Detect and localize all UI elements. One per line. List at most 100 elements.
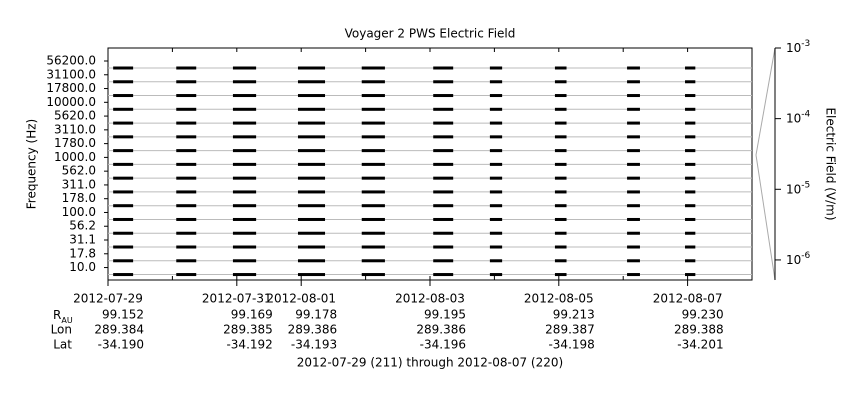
trace-segment [361, 66, 385, 70]
ephemeris-value: 289.386 [416, 323, 466, 337]
trace-segment [489, 121, 503, 125]
trace-segment [176, 94, 197, 98]
trace-segment [627, 231, 640, 235]
ephemeris-label-text: R [53, 308, 61, 322]
ephemeris-label: Lon [51, 323, 72, 337]
trace-segment [297, 259, 326, 263]
trace-segment [685, 121, 696, 125]
trace-segment [297, 217, 326, 221]
ephemeris-value: 289.385 [223, 323, 273, 337]
trace-segment [685, 190, 696, 194]
y-tick-label: 100.0 [62, 205, 96, 219]
ephemeris-value: 99.178 [295, 308, 337, 322]
trace-segment [685, 217, 696, 221]
ephemeris-value: 99.152 [102, 308, 144, 322]
trace-segment [297, 162, 326, 166]
scale-connector [755, 47, 776, 156]
trace-segment [361, 204, 385, 208]
trace-segment [176, 245, 197, 249]
y2-tick-base: 10 [786, 41, 801, 55]
trace-segment [554, 135, 567, 139]
trace-segment [433, 66, 454, 70]
y2-tick-base: 10 [786, 252, 801, 266]
trace-segment [433, 162, 454, 166]
trace-segment [685, 162, 696, 166]
trace-segment [685, 273, 696, 277]
trace-segment [113, 94, 134, 98]
trace-segment [433, 107, 454, 111]
trace-segment [554, 204, 567, 208]
trace-segment [113, 149, 134, 153]
trace-segment [554, 190, 567, 194]
y-tick-label: 1000.0 [54, 150, 96, 164]
y-tick-label: 56200.0 [46, 54, 96, 68]
trace-segment [685, 107, 696, 111]
trace-segment [297, 149, 326, 153]
trace-segment [361, 135, 385, 139]
scale-connector [755, 154, 776, 281]
trace-segment [685, 94, 696, 98]
trace-segment [232, 231, 257, 235]
trace-segment [176, 273, 197, 277]
trace-segment [627, 80, 640, 84]
trace-segment [627, 217, 640, 221]
trace-segment [361, 107, 385, 111]
trace-segment [627, 273, 640, 277]
trace-segment [554, 66, 567, 70]
trace-segment [361, 245, 385, 249]
trace-segment [113, 121, 134, 125]
trace-segment [176, 80, 197, 84]
trace-segment [627, 204, 640, 208]
trace-segment [113, 190, 134, 194]
trace-segment [232, 162, 257, 166]
trace-segment [176, 204, 197, 208]
trace-segment [489, 204, 503, 208]
trace-segment [685, 149, 696, 153]
ephemeris-value: -34.201 [677, 338, 723, 352]
trace-segment [297, 190, 326, 194]
trace-segment [627, 245, 640, 249]
trace-segment [361, 217, 385, 221]
trace-segment [685, 245, 696, 249]
ephemeris-label: Lat [53, 338, 72, 352]
trace-segment [627, 94, 640, 98]
trace-segment [232, 273, 257, 277]
trace-segment [176, 231, 197, 235]
trace-segment [361, 273, 385, 277]
x-tick-label: 2012-07-31 [202, 292, 272, 306]
ephemeris-value: 99.195 [424, 308, 466, 322]
trace-segment [297, 94, 326, 98]
trace-segment [113, 135, 134, 139]
trace-segment [297, 66, 326, 70]
trace-segment [361, 190, 385, 194]
trace-segment [361, 231, 385, 235]
ephemeris-value: -34.192 [226, 338, 272, 352]
ephemeris-label-sub: AU [61, 316, 72, 325]
trace-segment [433, 121, 454, 125]
trace-segment [232, 107, 257, 111]
ephemeris-value: 289.384 [94, 323, 144, 337]
trace-segment [489, 231, 503, 235]
ephemeris-value: -34.193 [291, 338, 337, 352]
trace-segment [297, 204, 326, 208]
trace-segment [113, 107, 134, 111]
trace-segment [554, 231, 567, 235]
chart-title: Voyager 2 PWS Electric Field [345, 27, 516, 41]
trace-segment [489, 149, 503, 153]
trace-segment [433, 245, 454, 249]
x-tick-label: 2012-08-07 [653, 292, 723, 306]
trace-segment [489, 259, 503, 263]
trace-segment [627, 190, 640, 194]
y2-tick-label: 10-4 [786, 109, 811, 125]
trace-segment [554, 176, 567, 180]
y-tick-label: 31.1 [69, 233, 96, 247]
trace-segment [433, 135, 454, 139]
trace-segment [489, 80, 503, 84]
trace-segment [232, 121, 257, 125]
ephemeris-label: RAU [53, 308, 73, 325]
trace-segment [176, 162, 197, 166]
trace-segment [361, 259, 385, 263]
trace-segment [433, 204, 454, 208]
y2-tick-label: 10-5 [786, 180, 810, 196]
ephemeris-value: -34.190 [98, 338, 144, 352]
